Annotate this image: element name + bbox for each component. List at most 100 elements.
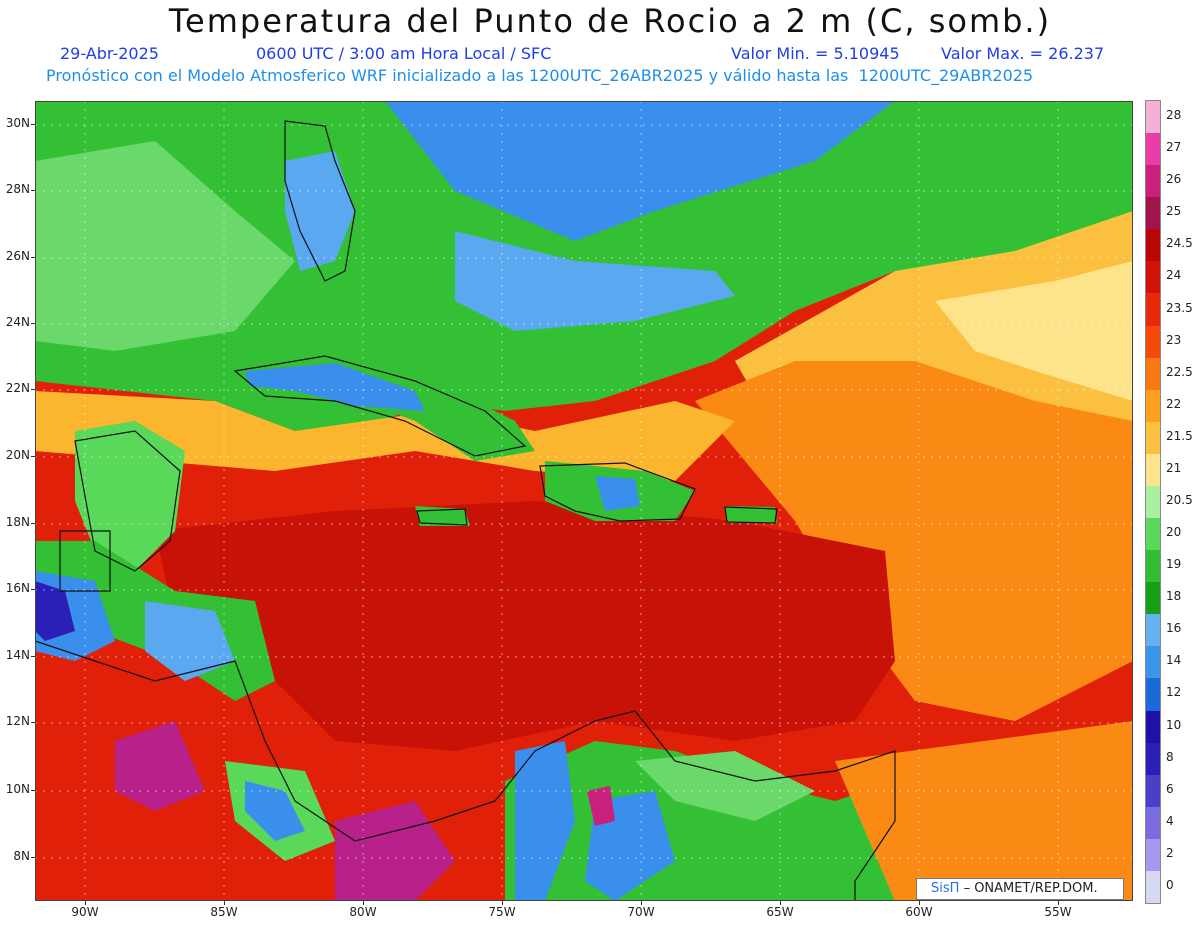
- lat-label-26N: 26N: [5, 249, 30, 263]
- lon-label-55W: 55W: [1044, 905, 1072, 919]
- region-lightgreen-north: [35, 141, 295, 351]
- colorbar-swatch: [1146, 133, 1160, 166]
- lon-tick: [224, 901, 225, 905]
- lat-tick: [31, 589, 35, 590]
- colorbar-label: 20: [1166, 525, 1182, 540]
- colorbar-label: 23.5: [1166, 300, 1193, 315]
- region-green-puertorico: [725, 506, 777, 523]
- colorbar-swatch: [1146, 325, 1160, 359]
- colorbar-label: 21: [1166, 460, 1182, 475]
- lon-tick: [85, 901, 86, 905]
- coastlines: [35, 120, 896, 901]
- colorbar-label: 24.5: [1166, 236, 1193, 251]
- lat-tick: [31, 722, 35, 723]
- colorbar-label: 19: [1166, 557, 1182, 572]
- dewpoint-map: [35, 101, 1133, 901]
- region-blue-cuba: [245, 363, 425, 411]
- region-blue-costarica: [245, 781, 305, 841]
- colorbar-label: 18: [1166, 589, 1182, 604]
- lon-label-85W: 85W: [210, 905, 238, 919]
- lat-tick: [31, 389, 35, 390]
- colorbar-label: 2: [1166, 845, 1174, 860]
- lon-label-80W: 80W: [349, 905, 377, 919]
- lat-label-24N: 24N: [5, 315, 30, 329]
- lat-tick: [31, 523, 35, 524]
- colorbar-swatch: [1146, 870, 1160, 904]
- colorbar-swatch: [1146, 421, 1160, 455]
- colorbar-label: 25: [1166, 204, 1182, 219]
- colorbar-swatch: [1146, 806, 1160, 840]
- lon-label-65W: 65W: [766, 905, 794, 919]
- lat-label-10N: 10N: [5, 782, 30, 796]
- colorbar-label: 28: [1166, 108, 1182, 123]
- lat-tick: [31, 656, 35, 657]
- lon-label-60W: 60W: [905, 905, 933, 919]
- region-paleyellow-east: [935, 261, 1133, 401]
- lat-label-20N: 20N: [5, 448, 30, 462]
- credit-box: SisΠ – ONAMET/REP.DOM.: [916, 878, 1124, 900]
- region-blue-colombia: [515, 741, 575, 901]
- colorbar-swatch: [1146, 582, 1160, 615]
- region-blue-gulfstream: [385, 101, 895, 241]
- colorbar-label: 14: [1166, 653, 1182, 668]
- lat-label-22N: 22N: [5, 381, 30, 395]
- colorbar-swatch: [1146, 550, 1160, 583]
- colorbar-label: 12: [1166, 685, 1182, 700]
- region-orange-east: [695, 361, 1133, 721]
- colorbar-label: 26: [1166, 172, 1182, 187]
- colorbar-swatch: [1146, 197, 1160, 230]
- colorbar-swatch: [1146, 229, 1160, 262]
- sisp-logo: SisΠ: [931, 881, 960, 896]
- lat-label-14N: 14N: [5, 648, 30, 662]
- lon-tick: [919, 901, 920, 905]
- colorbar-label: 16: [1166, 621, 1182, 636]
- region-blue-florida: [285, 151, 355, 271]
- map-title: Temperatura del Punto de Rocio a 2 m (C,…: [168, 2, 1052, 40]
- colorbar-swatch: [1146, 357, 1160, 391]
- colorbar-label: 20.5: [1166, 493, 1193, 507]
- colorbar-swatch: [1146, 453, 1160, 487]
- region-magenta-west: [115, 721, 205, 811]
- region-blue-hispaniola: [595, 476, 640, 511]
- colorbar-label: 10: [1166, 717, 1182, 732]
- region-blue-honduras: [145, 601, 235, 681]
- colorbar-label: 27: [1166, 140, 1182, 155]
- lon-tick: [363, 901, 364, 905]
- colorbar-label: 4: [1166, 813, 1174, 828]
- colorbar-swatch: [1146, 293, 1160, 327]
- min-value: Valor Min. = 5.10945: [731, 44, 900, 63]
- colorbar-label: 0: [1166, 877, 1174, 892]
- colorbar-label: 6: [1166, 781, 1174, 796]
- colorbar: [1145, 100, 1161, 904]
- lon-tick: [641, 901, 642, 905]
- lat-label-16N: 16N: [5, 581, 30, 595]
- region-deepred-caribbean: [155, 501, 895, 751]
- colorbar-swatch: [1146, 165, 1160, 198]
- colorbar-label: 21.5: [1166, 428, 1193, 443]
- colorbar-label: 23: [1166, 332, 1182, 347]
- region-lightgreen-colombia: [635, 751, 815, 821]
- lon-label-70W: 70W: [627, 905, 655, 919]
- forecast-time: 0600 UTC / 3:00 am Hora Local / SFC: [256, 44, 552, 63]
- colorbar-swatch: [1146, 646, 1160, 679]
- region-magenta-pacific: [335, 801, 455, 901]
- model-info: Pronóstico con el Modelo Atmosferico WRF…: [46, 66, 1034, 85]
- colorbar-swatch: [1146, 710, 1160, 744]
- lon-label-90W: 90W: [71, 905, 99, 919]
- region-magenta-maracaibo: [587, 786, 615, 826]
- lat-label-18N: 18N: [5, 515, 30, 529]
- lat-tick: [31, 857, 35, 858]
- max-value: Valor Max. = 26.237: [941, 44, 1105, 63]
- credit-text: – ONAMET/REP.DOM.: [963, 881, 1098, 896]
- colorbar-swatch: [1146, 614, 1160, 647]
- region-blue-bahamas: [455, 231, 735, 331]
- colorbar-label: 22: [1166, 396, 1182, 411]
- colorbar-label: 22.5: [1166, 364, 1193, 379]
- forecast-date: 29-Abr-2025: [60, 44, 159, 63]
- colorbar-swatch: [1146, 261, 1160, 294]
- lon-tick: [502, 901, 503, 905]
- colorbar-label: 8: [1166, 749, 1174, 764]
- region-yellow-central: [35, 391, 735, 481]
- lat-tick: [31, 124, 35, 125]
- colorbar-label: 24: [1166, 268, 1182, 283]
